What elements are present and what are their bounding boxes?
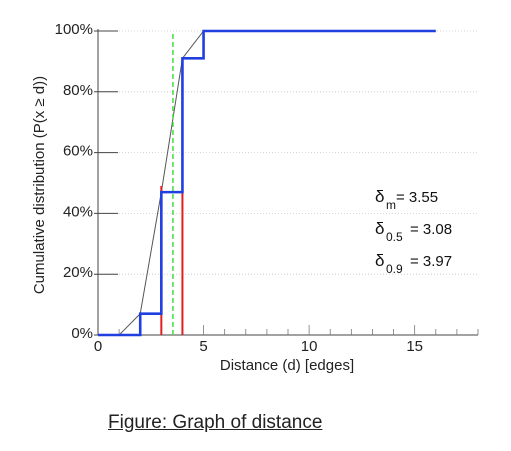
x-tick-label: 0 — [94, 338, 102, 355]
delta-subscript: 0.5 — [386, 230, 403, 244]
delta-value: = 3.08 — [410, 221, 452, 238]
delta-value: = 3.97 — [410, 253, 452, 270]
y-tick-label: 80% — [63, 82, 93, 99]
delta-subscript: m — [386, 198, 396, 212]
tick-labels: 0% 20% 40% 60% 80% 100% 0 5 10 15 — [55, 21, 423, 355]
linear-interpolation-line — [98, 30, 436, 336]
delta-value: = 3.55 — [396, 189, 438, 206]
delta-subscript: 0.9 — [386, 262, 403, 276]
y-tick-label: 60% — [63, 143, 93, 160]
y-tick-label: 40% — [63, 203, 93, 220]
y-tick-label: 20% — [63, 264, 93, 281]
x-tick-label: 5 — [199, 338, 207, 355]
delta-symbol: δ — [375, 187, 384, 206]
delta-symbol: δ — [375, 251, 384, 270]
y-tick-label: 100% — [55, 21, 93, 38]
y-axis-label: Cumulative distribution (P(x ≥ d)) — [31, 76, 48, 294]
cumulative-step-line — [98, 29, 436, 337]
figure-caption: Figure: Graph of distance — [108, 412, 323, 433]
delta-annotations: δ m = 3.55δ 0.5 = 3.08δ 0.9 = 3.97 — [375, 187, 452, 276]
x-tick-label: 15 — [406, 338, 423, 355]
data-series — [98, 29, 436, 337]
y-tick-label: 0% — [71, 325, 93, 342]
delta-annotation: δ 0.9 = 3.97 — [375, 251, 452, 276]
delta-annotation: δ 0.5 = 3.08 — [375, 219, 452, 244]
delta-annotation: δ m = 3.55 — [375, 187, 438, 212]
axes — [94, 29, 479, 336]
x-tick-label: 10 — [301, 338, 318, 355]
delta-symbol: δ — [375, 219, 384, 238]
x-axis-label: Distance (d) [edges] — [220, 357, 354, 374]
